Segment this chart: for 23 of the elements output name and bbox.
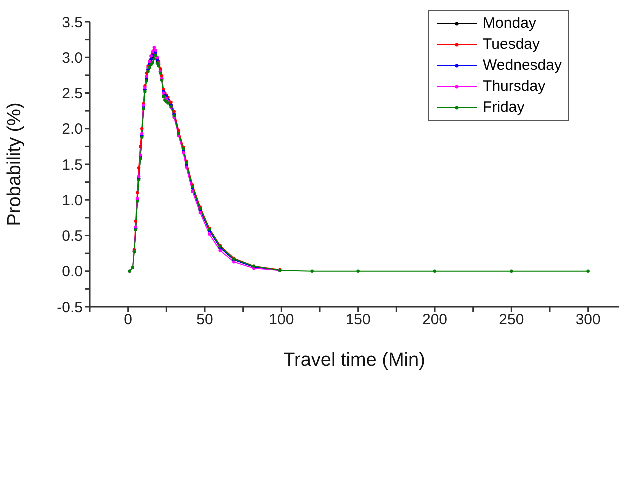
x-tick-label: 50 bbox=[196, 312, 214, 329]
y-tick-label: -0.5 bbox=[57, 299, 83, 316]
x-tick-label: 0 bbox=[124, 312, 133, 329]
y-tick-label: 3.5 bbox=[62, 14, 83, 32]
y-tick-label: 2.0 bbox=[62, 121, 83, 138]
y-tick-label: 3.0 bbox=[62, 50, 83, 67]
legend-label: Tuesday bbox=[483, 36, 540, 53]
y-tick-label: 0.0 bbox=[62, 264, 83, 281]
y-axis-title: Probability (%) bbox=[4, 102, 26, 226]
x-axis-title: Travel time (Min) bbox=[284, 350, 426, 371]
x-tick-label: 200 bbox=[422, 312, 448, 329]
y-tick-label: 1.5 bbox=[62, 156, 83, 174]
legend-label: Monday bbox=[483, 15, 536, 32]
x-tick-label: 300 bbox=[576, 312, 601, 329]
x-tick-label: 250 bbox=[499, 312, 524, 329]
legend-label: Friday bbox=[483, 99, 525, 116]
y-tick-label: 2.5 bbox=[62, 86, 83, 103]
legend-label: Wednesday bbox=[483, 57, 562, 74]
x-tick-label: 100 bbox=[269, 312, 294, 329]
x-tick-label: 150 bbox=[346, 312, 371, 329]
y-tick-label: 1.0 bbox=[62, 192, 83, 210]
legend-label: Thursday bbox=[483, 78, 546, 95]
y-tick-label: 0.5 bbox=[62, 228, 83, 246]
